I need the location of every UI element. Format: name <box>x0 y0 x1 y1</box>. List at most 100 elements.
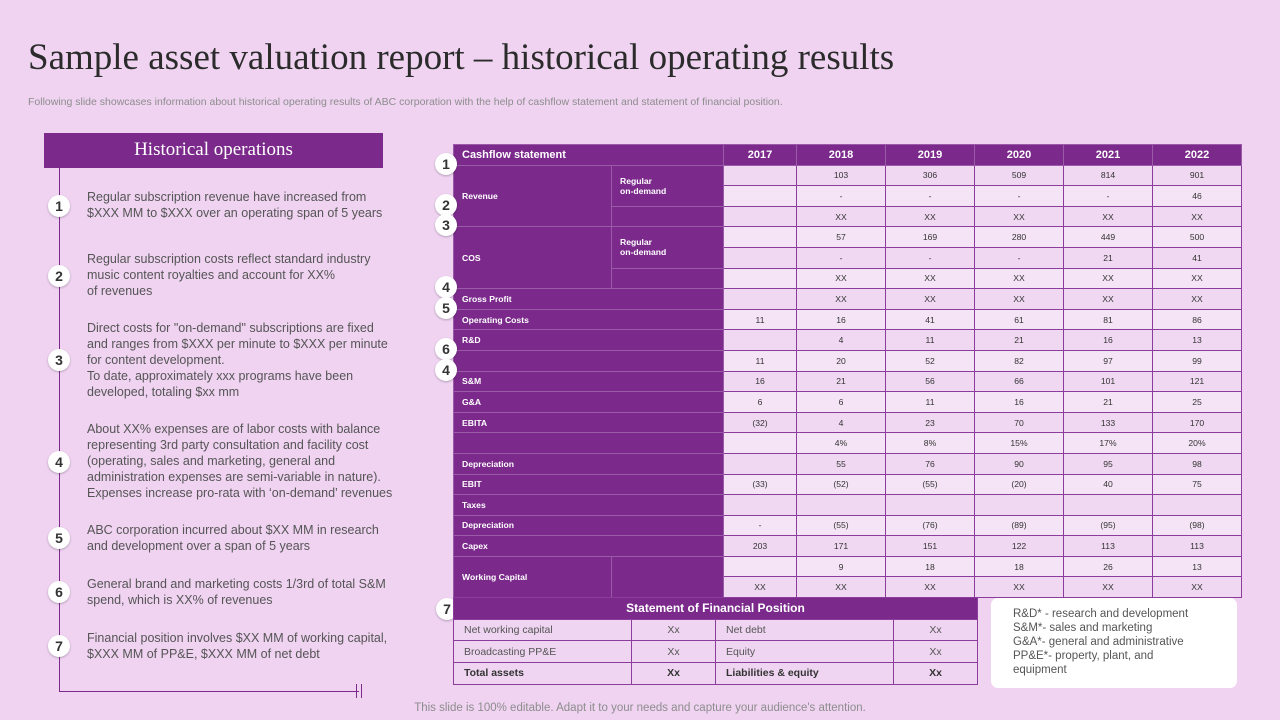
cashflow-cell: 21 <box>1063 246 1154 269</box>
cashflow-cell: 4 <box>796 329 887 351</box>
cashflow-cell: - <box>723 514 798 537</box>
cashflow-cell: - <box>885 246 976 269</box>
cashflow-cell: 9 <box>796 555 887 578</box>
fp-item-value: Xx <box>631 662 716 685</box>
legend-line: R&D* - research and development <box>1013 608 1189 620</box>
cashflow-row: EBITA (32) 4 23 70 133 170 <box>452 411 1243 434</box>
timeline-item-line: representing 3rd party consultation and … <box>87 438 369 452</box>
fp-item-value: Xx <box>893 618 978 642</box>
cashflow-cell: (95) <box>1063 514 1154 537</box>
timeline-number: 1 <box>48 195 70 217</box>
cashflow-header-row: Cashflow statement 2017 2018 2019 2020 2021 20… <box>452 144 1243 166</box>
cashflow-cell <box>723 226 798 248</box>
cashflow-cell: XX <box>885 205 976 228</box>
cashflow-cell: XX <box>1063 576 1154 599</box>
financial-position-marker: 7 <box>436 598 458 620</box>
cashflow-cell: 20 <box>796 349 887 372</box>
cashflow-row: Depreciation - (55) (76) (89) (95) (98) <box>452 514 1243 537</box>
cashflow-cell: - <box>974 185 1065 207</box>
timeline-item-text: Regular subscription costs reflect stand… <box>87 251 412 299</box>
row-sublabel: Regular on-demand <box>610 226 725 269</box>
row-label: S&M <box>452 370 725 393</box>
row-label: G&A <box>452 391 725 413</box>
cashflow-cell: 203 <box>723 535 798 557</box>
cashflow-row: - - - -46 <box>454 185 1243 207</box>
timeline-item-text: General brand and marketing costs 1/3rd … <box>87 576 412 608</box>
cashflow-cell: XX <box>885 267 976 290</box>
timeline-item-line: $XXX MM to $XXX over an operating span o… <box>87 206 383 220</box>
cashflow-cell: 21 <box>974 329 1065 351</box>
cashflow-cell: 52 <box>885 349 976 372</box>
cashflow-cell: 6 <box>723 391 798 413</box>
cashflow-cell <box>974 494 1065 516</box>
cashflow-cell <box>723 494 798 516</box>
timeline-number: 5 <box>48 527 70 549</box>
cashflow-cell: 449 <box>1063 226 1154 248</box>
cashflow-row: Operating Costs 11 16 41 61 81 86 <box>452 308 1243 331</box>
cashflow-row: Taxes <box>452 494 1243 516</box>
cashflow-cell: XX <box>974 267 1065 290</box>
timeline-item-line: developed, totaling $xx mm <box>87 385 240 399</box>
cashflow-row: Working Capital 9 18 18 26 13 <box>453 555 1243 599</box>
timeline-item-line: (operating, sales and marketing, general… <box>87 454 336 468</box>
fp-item-value: Xx <box>631 640 716 664</box>
timeline-item-line: for content development. <box>87 353 225 367</box>
cashflow-cell <box>723 205 798 228</box>
year-header: 2018 <box>796 144 887 166</box>
cashflow-cell: 70 <box>974 411 1065 434</box>
cashflow-cell: 122 <box>974 535 1065 557</box>
financial-position-row: Net working capital Xx Net debt Xx <box>453 618 978 642</box>
cashflow-cell: 61 <box>974 308 1065 331</box>
timeline-line <box>59 168 60 692</box>
cashflow-cell: 98 <box>1152 452 1243 475</box>
cashflow-cell: 170 <box>1152 411 1243 434</box>
cashflow-cell: XX <box>1152 288 1243 310</box>
financial-position-header: Statement of Financial Position <box>453 597 978 620</box>
cashflow-cell: 11 <box>885 391 976 413</box>
cashflow-cell: XX <box>1152 205 1243 228</box>
cashflow-cell: 40 <box>1063 473 1154 496</box>
historical-operations-heading: Historical operations <box>44 133 383 168</box>
timeline-number: 4 <box>48 451 70 473</box>
timeline-item-line: Regular subscription revenue have increa… <box>87 190 367 204</box>
cashflow-cell: - <box>974 246 1065 269</box>
fp-item-value: Xx <box>631 618 716 642</box>
timeline-number: 3 <box>48 349 70 371</box>
fp-item-label: Liabilities & equity <box>715 662 894 685</box>
cashflow-cell: 17% <box>1063 432 1154 454</box>
timeline-item-line: Financial position involves $XX MM of wo… <box>87 631 388 645</box>
cashflow-row: COS Regular on-demand 57 169 280 449 500 <box>453 226 1243 290</box>
cashflow-cell <box>723 246 798 269</box>
cashflow-cell: (55) <box>885 473 976 496</box>
cashflow-cell: 169 <box>885 226 976 248</box>
cashflow-header-label: Cashflow statement <box>452 144 725 166</box>
fp-item-label: Net working capital <box>453 618 632 642</box>
cashflow-cell <box>723 185 798 207</box>
cashflow-cell: 26 <box>1063 555 1154 578</box>
cashflow-cell: 16 <box>796 308 887 331</box>
cashflow-row: Depreciation 55 76 90 95 98 <box>452 452 1243 475</box>
cashflow-cell: 901 <box>1152 164 1243 187</box>
year-header: 2021 <box>1063 144 1154 166</box>
fp-item-label: Total assets <box>453 662 632 685</box>
cashflow-cell: 500 <box>1152 226 1243 248</box>
cashflow-cell: 13 <box>1152 555 1243 578</box>
cashflow-cell: - <box>885 185 976 207</box>
cashflow-cell: XX <box>974 288 1065 310</box>
cashflow-cell: 11 <box>723 349 798 372</box>
cashflow-cell: 46 <box>1152 185 1243 207</box>
timeline-end-mark <box>361 684 362 698</box>
timeline-item-line: spend, which is XX% of revenues <box>87 593 273 607</box>
cashflow-cell: 4% <box>796 432 887 454</box>
timeline-item-line: To date, approximately xxx programs have… <box>87 369 354 383</box>
timeline-item-line: music content royalties and account for … <box>87 268 336 282</box>
cashflow-cell <box>723 555 798 578</box>
cashflow-cell: 15% <box>974 432 1065 454</box>
cashflow-row: Gross Profit XX XX XX XX XX <box>452 288 1243 310</box>
page-subtitle: Following slide showcases information ab… <box>28 96 783 108</box>
timeline-item-text: Regular subscription revenue have increa… <box>87 189 412 221</box>
timeline-number: 7 <box>48 635 70 657</box>
timeline-end-mark <box>356 684 357 698</box>
cashflow-cell: 11 <box>885 329 976 351</box>
cashflow-cell: 113 <box>1152 535 1243 557</box>
